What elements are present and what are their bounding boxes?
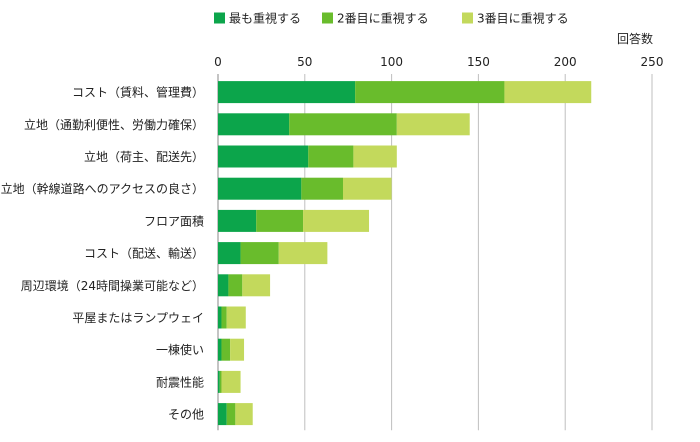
category-label: 平屋またはランプウェイ — [72, 311, 204, 325]
bar-segment-series-1 — [218, 177, 302, 200]
category-label: 耐震性能 — [156, 375, 204, 389]
axis-layer: 回答数 0 50 100 150 200 250 コスト（賃料、管理費） 立地（通勤利便性、労… — [1, 31, 664, 422]
category-label: フロア面積 — [144, 213, 204, 228]
x-tick-label: 250 — [641, 55, 664, 69]
bar-segment-series-3 — [230, 338, 245, 361]
bar-segment-series-1 — [218, 274, 229, 297]
bar-segment-series-3 — [396, 113, 470, 136]
bar-segment-series-1 — [218, 113, 290, 136]
bar-segment-series-2 — [221, 338, 231, 361]
bar-segment-series-2 — [226, 403, 236, 426]
bar-segment-series-3 — [342, 177, 392, 200]
bar-segment-series-1 — [218, 370, 220, 393]
legend-label: 2番目に重視する — [337, 11, 429, 26]
bar-segment-series-2 — [355, 81, 505, 104]
bar-segment-series-3 — [221, 370, 241, 393]
bar-segment-series-3 — [242, 274, 271, 297]
category-label: 立地（幹線道路へのアクセスの良さ） — [1, 181, 204, 196]
category-label: その他 — [168, 408, 204, 422]
bar-segment-series-2 — [228, 274, 243, 297]
x-tick-label: 0 — [214, 55, 222, 69]
bar-segment-series-2 — [308, 145, 354, 168]
bar-segment-series-1 — [218, 81, 356, 104]
bar-segment-series-3 — [226, 306, 246, 329]
legend-swatch — [462, 12, 473, 24]
bar-segment-series-2 — [301, 177, 343, 200]
bar-segment-series-3 — [278, 242, 328, 265]
bar-segment-series-1 — [218, 306, 222, 329]
bar-segment-series-3 — [303, 209, 370, 232]
category-label: コスト（配送、輸送） — [84, 246, 204, 261]
bar-segment-series-1 — [218, 338, 222, 361]
bar-segment-series-1 — [218, 145, 309, 168]
bar-segment-series-2 — [219, 370, 222, 393]
x-tick-label: 200 — [554, 55, 577, 69]
bars-layer — [218, 81, 592, 426]
x-axis-title: 回答数 — [617, 31, 653, 46]
legend: 最も重視する 2番目に重視する 3番目に重視する — [214, 11, 569, 26]
category-label: 立地（荷主、配送先） — [84, 149, 204, 164]
legend-label: 3番目に重視する — [477, 11, 569, 26]
category-label: 周辺環境（24時間操業可能など） — [21, 278, 204, 293]
x-tick-label: 150 — [467, 55, 490, 69]
bar-segment-series-3 — [353, 145, 397, 168]
bar-segment-series-3 — [504, 81, 592, 104]
x-tick-label: 50 — [297, 55, 312, 69]
bar-segment-series-2 — [256, 209, 304, 232]
bar-segment-series-2 — [289, 113, 397, 136]
legend-swatch — [322, 12, 333, 24]
bar-segment-series-2 — [221, 306, 227, 329]
category-label: コスト（賃料、管理費） — [72, 85, 204, 100]
bar-segment-series-1 — [218, 403, 227, 426]
bar-segment-series-3 — [235, 403, 253, 426]
legend-swatch — [214, 12, 225, 24]
category-label: 立地（通勤利便性、労働力確保） — [24, 117, 204, 132]
category-label: 一棟使い — [156, 342, 204, 357]
bar-segment-series-1 — [218, 209, 257, 232]
legend-label: 最も重視する — [229, 11, 301, 26]
bar-segment-series-2 — [240, 242, 279, 265]
x-tick-label: 100 — [380, 55, 403, 69]
bar-segment-series-1 — [218, 242, 241, 265]
